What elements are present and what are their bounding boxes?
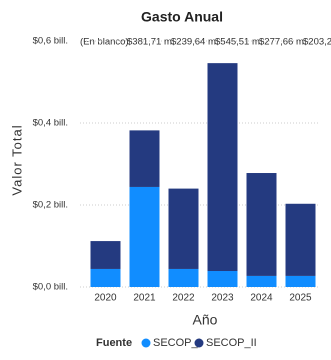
y-tick-label: $0,0 bill. xyxy=(33,282,68,293)
legend-label: SECOP_I xyxy=(153,337,201,349)
bar-segment xyxy=(129,186,160,287)
bar-segment xyxy=(168,268,199,287)
x-tick-label: 2021 xyxy=(133,293,156,304)
x-tick-label: 2025 xyxy=(289,293,312,304)
legend-marker xyxy=(141,338,151,348)
legend-title: Fuente xyxy=(96,337,132,349)
chart-title: Gasto Anual xyxy=(141,9,223,25)
y-tick-label: $0,2 bill. xyxy=(33,200,68,211)
total-label: $203,26 m. xyxy=(303,37,331,48)
bar-segment xyxy=(90,241,121,269)
bar-segment xyxy=(285,203,316,276)
bar-segment xyxy=(207,63,238,272)
x-tick-label: 2024 xyxy=(250,293,273,304)
y-axis-label: Valor Total xyxy=(9,124,24,195)
bar-segment xyxy=(246,275,277,287)
y-tick-label: $0,4 bill. xyxy=(33,118,68,129)
x-tick-label: 2020 xyxy=(94,293,117,304)
legend-label: SECOP_II xyxy=(206,337,257,349)
total-label: $381,71 m. xyxy=(127,37,175,48)
legend-marker xyxy=(194,338,204,348)
bar-segment xyxy=(246,173,277,276)
total-label: $545,51 m. xyxy=(215,37,263,48)
x-tick-label: 2022 xyxy=(172,293,195,304)
x-tick-label: 2023 xyxy=(211,293,234,304)
y-tick-label: $0,6 bill. xyxy=(33,36,68,47)
bar-segment xyxy=(90,268,121,287)
bar-segment xyxy=(285,275,316,287)
total-label: $239,64 m. xyxy=(171,37,219,48)
x-axis-label: Año xyxy=(193,312,218,328)
bar-segment xyxy=(168,188,199,269)
annotation: (En blanco) xyxy=(80,37,129,48)
bar-segment xyxy=(207,271,238,287)
bar-segment xyxy=(129,130,160,187)
total-label: $277,66 m. xyxy=(259,37,307,48)
